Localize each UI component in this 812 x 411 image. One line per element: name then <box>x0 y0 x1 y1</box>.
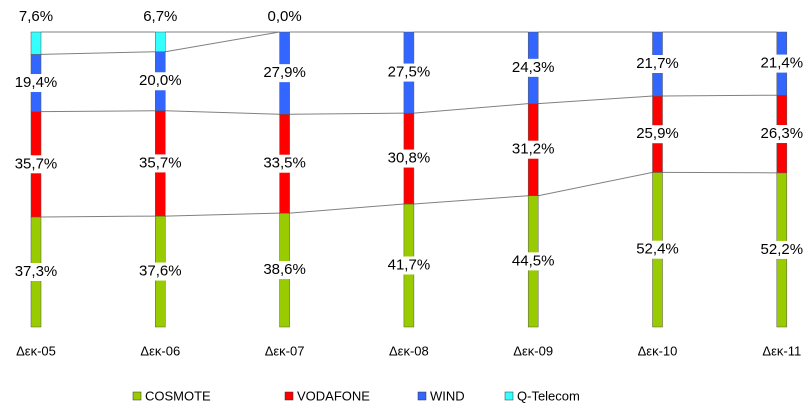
legend-swatch <box>418 392 426 400</box>
data-label: 41,7% <box>388 256 431 273</box>
connector-line <box>290 113 404 114</box>
legend-item: COSMOTE <box>133 388 211 403</box>
data-label: 20,0% <box>139 72 182 89</box>
x-tick-label: Δεκ-05 <box>16 343 56 358</box>
connector-line <box>663 95 777 96</box>
legend-swatch <box>133 392 141 400</box>
data-label: 25,9% <box>636 125 679 142</box>
data-label: 52,4% <box>636 241 679 258</box>
data-label: 19,4% <box>15 74 58 91</box>
legend-label: WIND <box>430 388 465 403</box>
data-label: 35,7% <box>15 155 58 172</box>
legend-swatch <box>505 392 513 400</box>
data-label: 27,5% <box>388 64 431 81</box>
legend-label: COSMOTE <box>145 388 211 403</box>
data-label: 31,2% <box>512 141 555 158</box>
data-label: 21,7% <box>636 55 679 72</box>
connector-line <box>414 196 528 204</box>
connector-line <box>538 172 652 195</box>
x-tick-label: Δεκ-11 <box>762 343 801 358</box>
data-label: 24,3% <box>512 59 555 76</box>
data-label: 37,6% <box>139 263 182 280</box>
connector-line <box>41 52 155 55</box>
connector-line <box>414 104 528 113</box>
connector-line <box>165 111 279 115</box>
data-label: 26,3% <box>761 125 804 142</box>
bar-segment <box>155 32 165 52</box>
x-tick-label: Δεκ-09 <box>513 343 553 358</box>
legend-label: Q-Telecom <box>517 388 580 403</box>
data-label: 37,3% <box>15 263 58 280</box>
connector-line <box>41 216 155 217</box>
connector-line <box>538 96 652 104</box>
bar-segment <box>31 32 41 54</box>
data-label: 21,4% <box>761 55 804 72</box>
connector-line <box>165 32 279 52</box>
x-tick-label: Δεκ-10 <box>638 343 678 358</box>
x-tick-label: Δεκ-08 <box>389 343 429 358</box>
data-label: 35,7% <box>139 154 182 171</box>
data-label: 7,6% <box>19 8 53 25</box>
legend-item: WIND <box>418 388 465 403</box>
legend-swatch <box>285 392 293 400</box>
data-label: 33,5% <box>263 155 306 172</box>
data-label: 52,2% <box>761 241 804 258</box>
legend-item: VODAFONE <box>285 388 370 403</box>
connector-line <box>290 204 404 213</box>
data-label: 38,6% <box>263 261 306 278</box>
data-label: 6,7% <box>143 8 177 25</box>
x-tick-label: Δεκ-06 <box>140 343 180 358</box>
connector-line <box>165 213 279 216</box>
legend-label: VODAFONE <box>297 388 370 403</box>
connector-line <box>41 111 155 112</box>
data-label: 27,9% <box>263 64 306 81</box>
data-label: 44,5% <box>512 252 555 269</box>
data-label: 0,0% <box>267 8 301 25</box>
x-tick-label: Δεκ-07 <box>265 343 305 358</box>
legend-item: Q-Telecom <box>505 388 580 403</box>
data-label: 30,8% <box>388 150 431 167</box>
